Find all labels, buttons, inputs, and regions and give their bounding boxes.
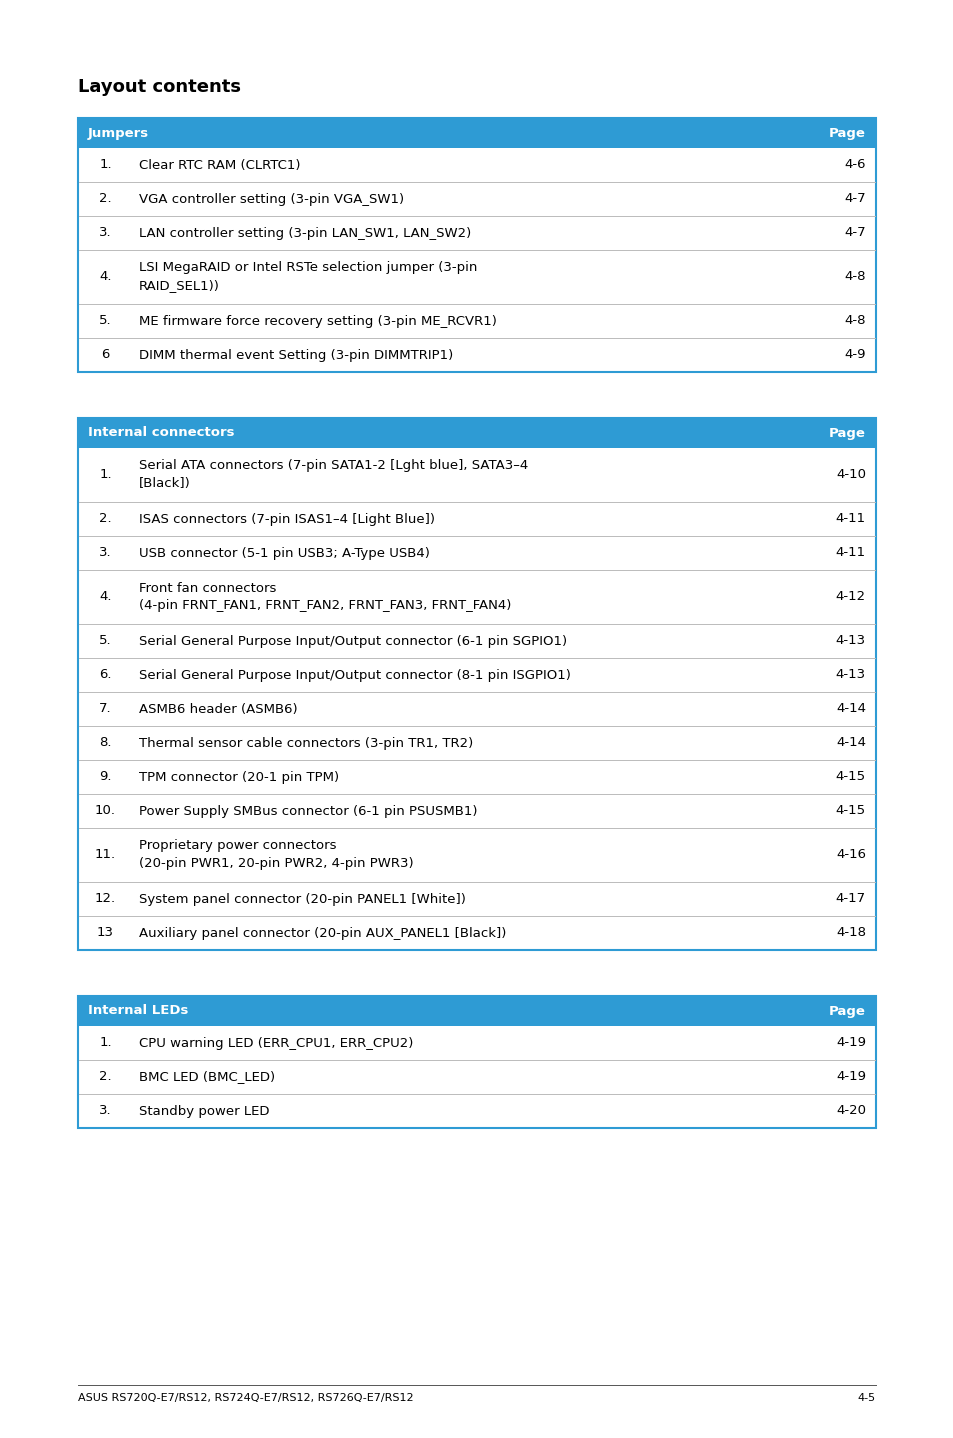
Text: 1.: 1. [99, 158, 112, 171]
Text: Serial General Purpose Input/Output connector (8-1 pin ISGPIO1): Serial General Purpose Input/Output conn… [139, 669, 570, 682]
Text: USB connector (5-1 pin USB3; A-Type USB4): USB connector (5-1 pin USB3; A-Type USB4… [139, 546, 430, 559]
Text: LSI MegaRAID or Intel RSTe selection jumper (3-pin
RAID_SEL1)): LSI MegaRAID or Intel RSTe selection jum… [139, 262, 476, 292]
Text: 4-6: 4-6 [843, 158, 865, 171]
Text: ASMB6 header (ASMB6): ASMB6 header (ASMB6) [139, 703, 297, 716]
Text: Standby power LED: Standby power LED [139, 1104, 269, 1117]
Text: 4.: 4. [99, 270, 112, 283]
Text: Front fan connectors
(4-pin FRNT_FAN1, FRNT_FAN2, FRNT_FAN3, FRNT_FAN4): Front fan connectors (4-pin FRNT_FAN1, F… [139, 581, 511, 613]
Text: 4-14: 4-14 [835, 703, 865, 716]
Text: 3.: 3. [99, 227, 112, 240]
Text: 4-14: 4-14 [835, 736, 865, 749]
Text: 5.: 5. [99, 634, 112, 647]
Text: Page: Page [828, 427, 865, 440]
Text: 7.: 7. [99, 703, 112, 716]
Text: Proprietary power connectors
(20-pin PWR1, 20-pin PWR2, 4-pin PWR3): Proprietary power connectors (20-pin PWR… [139, 840, 414, 870]
Text: ME firmware force recovery setting (3-pin ME_RCVR1): ME firmware force recovery setting (3-pi… [139, 315, 497, 328]
Text: 11.: 11. [95, 848, 116, 861]
Text: 4-19: 4-19 [835, 1070, 865, 1083]
Text: 4-18: 4-18 [835, 926, 865, 939]
Text: Page: Page [828, 1005, 865, 1018]
Text: 12.: 12. [95, 893, 116, 906]
Text: 4-13: 4-13 [835, 634, 865, 647]
Text: 4-15: 4-15 [835, 771, 865, 784]
Text: 4-17: 4-17 [835, 893, 865, 906]
Text: Internal LEDs: Internal LEDs [88, 1005, 188, 1018]
Text: 4-11: 4-11 [835, 546, 865, 559]
Text: 1.: 1. [99, 469, 112, 482]
Text: 8.: 8. [99, 736, 112, 749]
Text: Thermal sensor cable connectors (3-pin TR1, TR2): Thermal sensor cable connectors (3-pin T… [139, 736, 473, 749]
Text: ISAS connectors (7-pin ISAS1–4 [Light Blue]): ISAS connectors (7-pin ISAS1–4 [Light Bl… [139, 512, 435, 525]
Text: 2.: 2. [99, 1070, 112, 1083]
Text: 4-15: 4-15 [835, 804, 865, 817]
Text: Internal connectors: Internal connectors [88, 427, 234, 440]
Bar [78, 118, 875, 372]
Text: ASUS RS720Q-E7/RS12, RS724Q-E7/RS12, RS726Q-E7/RS12: ASUS RS720Q-E7/RS12, RS724Q-E7/RS12, RS7… [78, 1393, 414, 1403]
Text: 4-7: 4-7 [843, 193, 865, 206]
Text: DIMM thermal event Setting (3-pin DIMMTRIP1): DIMM thermal event Setting (3-pin DIMMTR… [139, 348, 453, 361]
Text: 4-7: 4-7 [843, 227, 865, 240]
Text: 4-8: 4-8 [843, 270, 865, 283]
Text: CPU warning LED (ERR_CPU1, ERR_CPU2): CPU warning LED (ERR_CPU1, ERR_CPU2) [139, 1037, 413, 1050]
Text: LAN controller setting (3-pin LAN_SW1, LAN_SW2): LAN controller setting (3-pin LAN_SW1, L… [139, 227, 471, 240]
Text: Clear RTC RAM (CLRTC1): Clear RTC RAM (CLRTC1) [139, 158, 300, 171]
Text: 3.: 3. [99, 1104, 112, 1117]
Text: 4-13: 4-13 [835, 669, 865, 682]
Text: VGA controller setting (3-pin VGA_SW1): VGA controller setting (3-pin VGA_SW1) [139, 193, 404, 206]
Text: System panel connector (20-pin PANEL1 [White]): System panel connector (20-pin PANEL1 [W… [139, 893, 465, 906]
Text: Layout contents: Layout contents [78, 78, 241, 96]
Text: 13: 13 [97, 926, 113, 939]
Text: 6.: 6. [99, 669, 112, 682]
Text: 1.: 1. [99, 1037, 112, 1050]
Bar [78, 118, 875, 148]
Text: 4.: 4. [99, 591, 112, 604]
Text: 2.: 2. [99, 512, 112, 525]
Text: 4-20: 4-20 [835, 1104, 865, 1117]
Text: TPM connector (20-1 pin TPM): TPM connector (20-1 pin TPM) [139, 771, 338, 784]
Text: 4-19: 4-19 [835, 1037, 865, 1050]
Text: 2.: 2. [99, 193, 112, 206]
Text: 4-8: 4-8 [843, 315, 865, 328]
Text: Serial General Purpose Input/Output connector (6-1 pin SGPIO1): Serial General Purpose Input/Output conn… [139, 634, 566, 647]
Text: 6: 6 [101, 348, 110, 361]
Text: 4-10: 4-10 [835, 469, 865, 482]
Text: Power Supply SMBus connector (6-1 pin PSUSMB1): Power Supply SMBus connector (6-1 pin PS… [139, 804, 477, 817]
Bar [78, 418, 875, 951]
Text: BMC LED (BMC_LED): BMC LED (BMC_LED) [139, 1070, 274, 1083]
Bar [78, 997, 875, 1127]
Bar [78, 997, 875, 1025]
Text: 4-5: 4-5 [857, 1393, 875, 1403]
Text: 4-16: 4-16 [835, 848, 865, 861]
Text: 10.: 10. [95, 804, 116, 817]
Text: Jumpers: Jumpers [88, 127, 149, 139]
Text: 4-11: 4-11 [835, 512, 865, 525]
Text: 5.: 5. [99, 315, 112, 328]
Text: Serial ATA connectors (7-pin SATA1-2 [Lght blue], SATA3–4
[Black]): Serial ATA connectors (7-pin SATA1-2 [Lg… [139, 460, 528, 490]
Text: 4-9: 4-9 [843, 348, 865, 361]
Text: Auxiliary panel connector (20-pin AUX_PANEL1 [Black]): Auxiliary panel connector (20-pin AUX_PA… [139, 926, 506, 939]
Text: 3.: 3. [99, 546, 112, 559]
Text: Page: Page [828, 127, 865, 139]
Bar [78, 418, 875, 449]
Text: 4-12: 4-12 [835, 591, 865, 604]
Text: 9.: 9. [99, 771, 112, 784]
